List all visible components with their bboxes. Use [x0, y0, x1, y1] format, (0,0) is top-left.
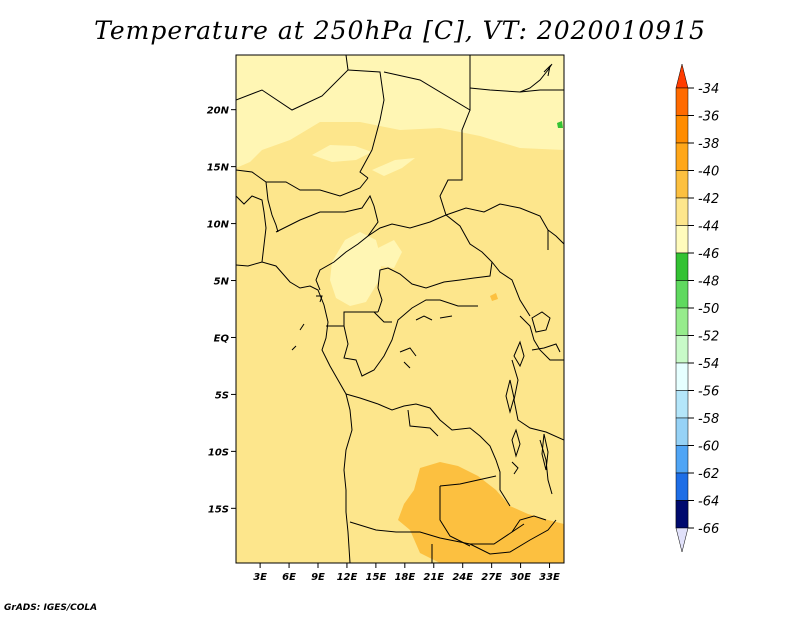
colorbar-segment — [675, 390, 689, 419]
lon-tick-label: 30E — [510, 572, 531, 583]
lat-tick-label: 15S — [208, 504, 229, 515]
lon-tick-label: 12E — [337, 572, 358, 583]
colorbar-label: -58 — [698, 412, 719, 427]
colorbar-label: -42 — [698, 192, 719, 207]
lat-tick-label: EQ — [214, 333, 230, 344]
colorbar-label: -46 — [698, 247, 719, 262]
colorbar-label: -52 — [698, 330, 719, 345]
longitude-axis: 3E 6E 9E 12E 15E 18E 21E 24E 27E 30E 33E — [253, 563, 560, 583]
colorbar-label: -56 — [698, 385, 719, 400]
colorbar-segment — [675, 225, 689, 254]
lon-tick-label: 21E — [423, 572, 444, 583]
lon-tick-label: 33E — [539, 572, 560, 583]
colorbar-segment — [675, 252, 689, 281]
lat-tick-label: 5N — [214, 277, 230, 288]
colorbar-segment — [675, 417, 689, 446]
colorbar-label: -60 — [698, 440, 719, 455]
colorbar-label: -64 — [698, 495, 719, 510]
warm-region-small — [490, 293, 498, 301]
colorbar-segment — [675, 362, 689, 391]
footer-credit: GrADS: IGES/COLA — [4, 603, 98, 613]
colorbar-segment — [675, 115, 689, 144]
colorbar-label: -44 — [698, 220, 719, 235]
colorbar-label: -66 — [698, 522, 719, 537]
lat-tick-label: 10N — [207, 220, 230, 231]
lon-tick-label: 18E — [394, 572, 415, 583]
colorbar-segment — [675, 170, 689, 199]
cool-region-streak — [312, 145, 372, 162]
lon-tick-label: 27E — [481, 572, 502, 583]
lon-tick-label: 15E — [366, 572, 387, 583]
lat-tick-label: 20N — [207, 106, 230, 117]
cool-region-streak — [372, 158, 415, 176]
colorbar-label: -34 — [698, 82, 719, 97]
colorbar-top-triangle — [675, 63, 689, 89]
colorbar-segment — [675, 445, 689, 474]
lon-tick-label: 24E — [452, 572, 473, 583]
colorbar-segment — [675, 87, 689, 116]
colorbar-label: -36 — [698, 110, 719, 125]
lat-tick-label: 15N — [207, 163, 230, 174]
colorbar-bottom-triangle — [675, 527, 689, 553]
map-frame — [235, 54, 565, 564]
lon-tick-label: 6E — [282, 572, 296, 583]
lat-tick-label: 10S — [208, 447, 229, 458]
lon-tick-label: 9E — [311, 572, 325, 583]
colorbar-label: -62 — [698, 467, 719, 482]
chart-title: Temperature at 250hPa [C], VT: 202001091… — [94, 16, 706, 45]
cold-spot — [557, 121, 563, 128]
colorbar-label: -38 — [698, 137, 719, 152]
lat-tick-label: 5S — [215, 390, 229, 401]
colorbar-label: -48 — [698, 275, 719, 290]
colorbar-segment — [675, 142, 689, 171]
colorbar-label: -40 — [698, 165, 719, 180]
colorbar-segment — [675, 335, 689, 364]
colorbar-segment — [675, 197, 689, 226]
country-borders — [236, 55, 564, 563]
lon-tick-label: 3E — [253, 572, 267, 583]
latitude-axis: 20N 15N 10N 5N EQ 5S 10S 15S — [207, 106, 236, 515]
cool-region-central — [378, 240, 402, 268]
colorbar-segment — [675, 472, 689, 501]
colorbar-segment — [675, 307, 689, 336]
cool-region-central — [330, 232, 382, 306]
cool-region-north — [236, 55, 564, 168]
colorbar-label: -50 — [698, 302, 719, 317]
colorbar-segment — [675, 500, 689, 529]
colorbar-segment — [675, 280, 689, 309]
colorbar-label: -54 — [698, 357, 719, 372]
